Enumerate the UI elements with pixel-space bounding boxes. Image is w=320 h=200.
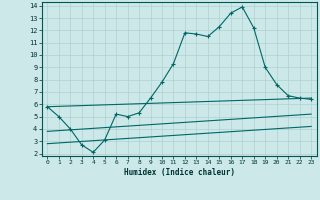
X-axis label: Humidex (Indice chaleur): Humidex (Indice chaleur) — [124, 168, 235, 177]
